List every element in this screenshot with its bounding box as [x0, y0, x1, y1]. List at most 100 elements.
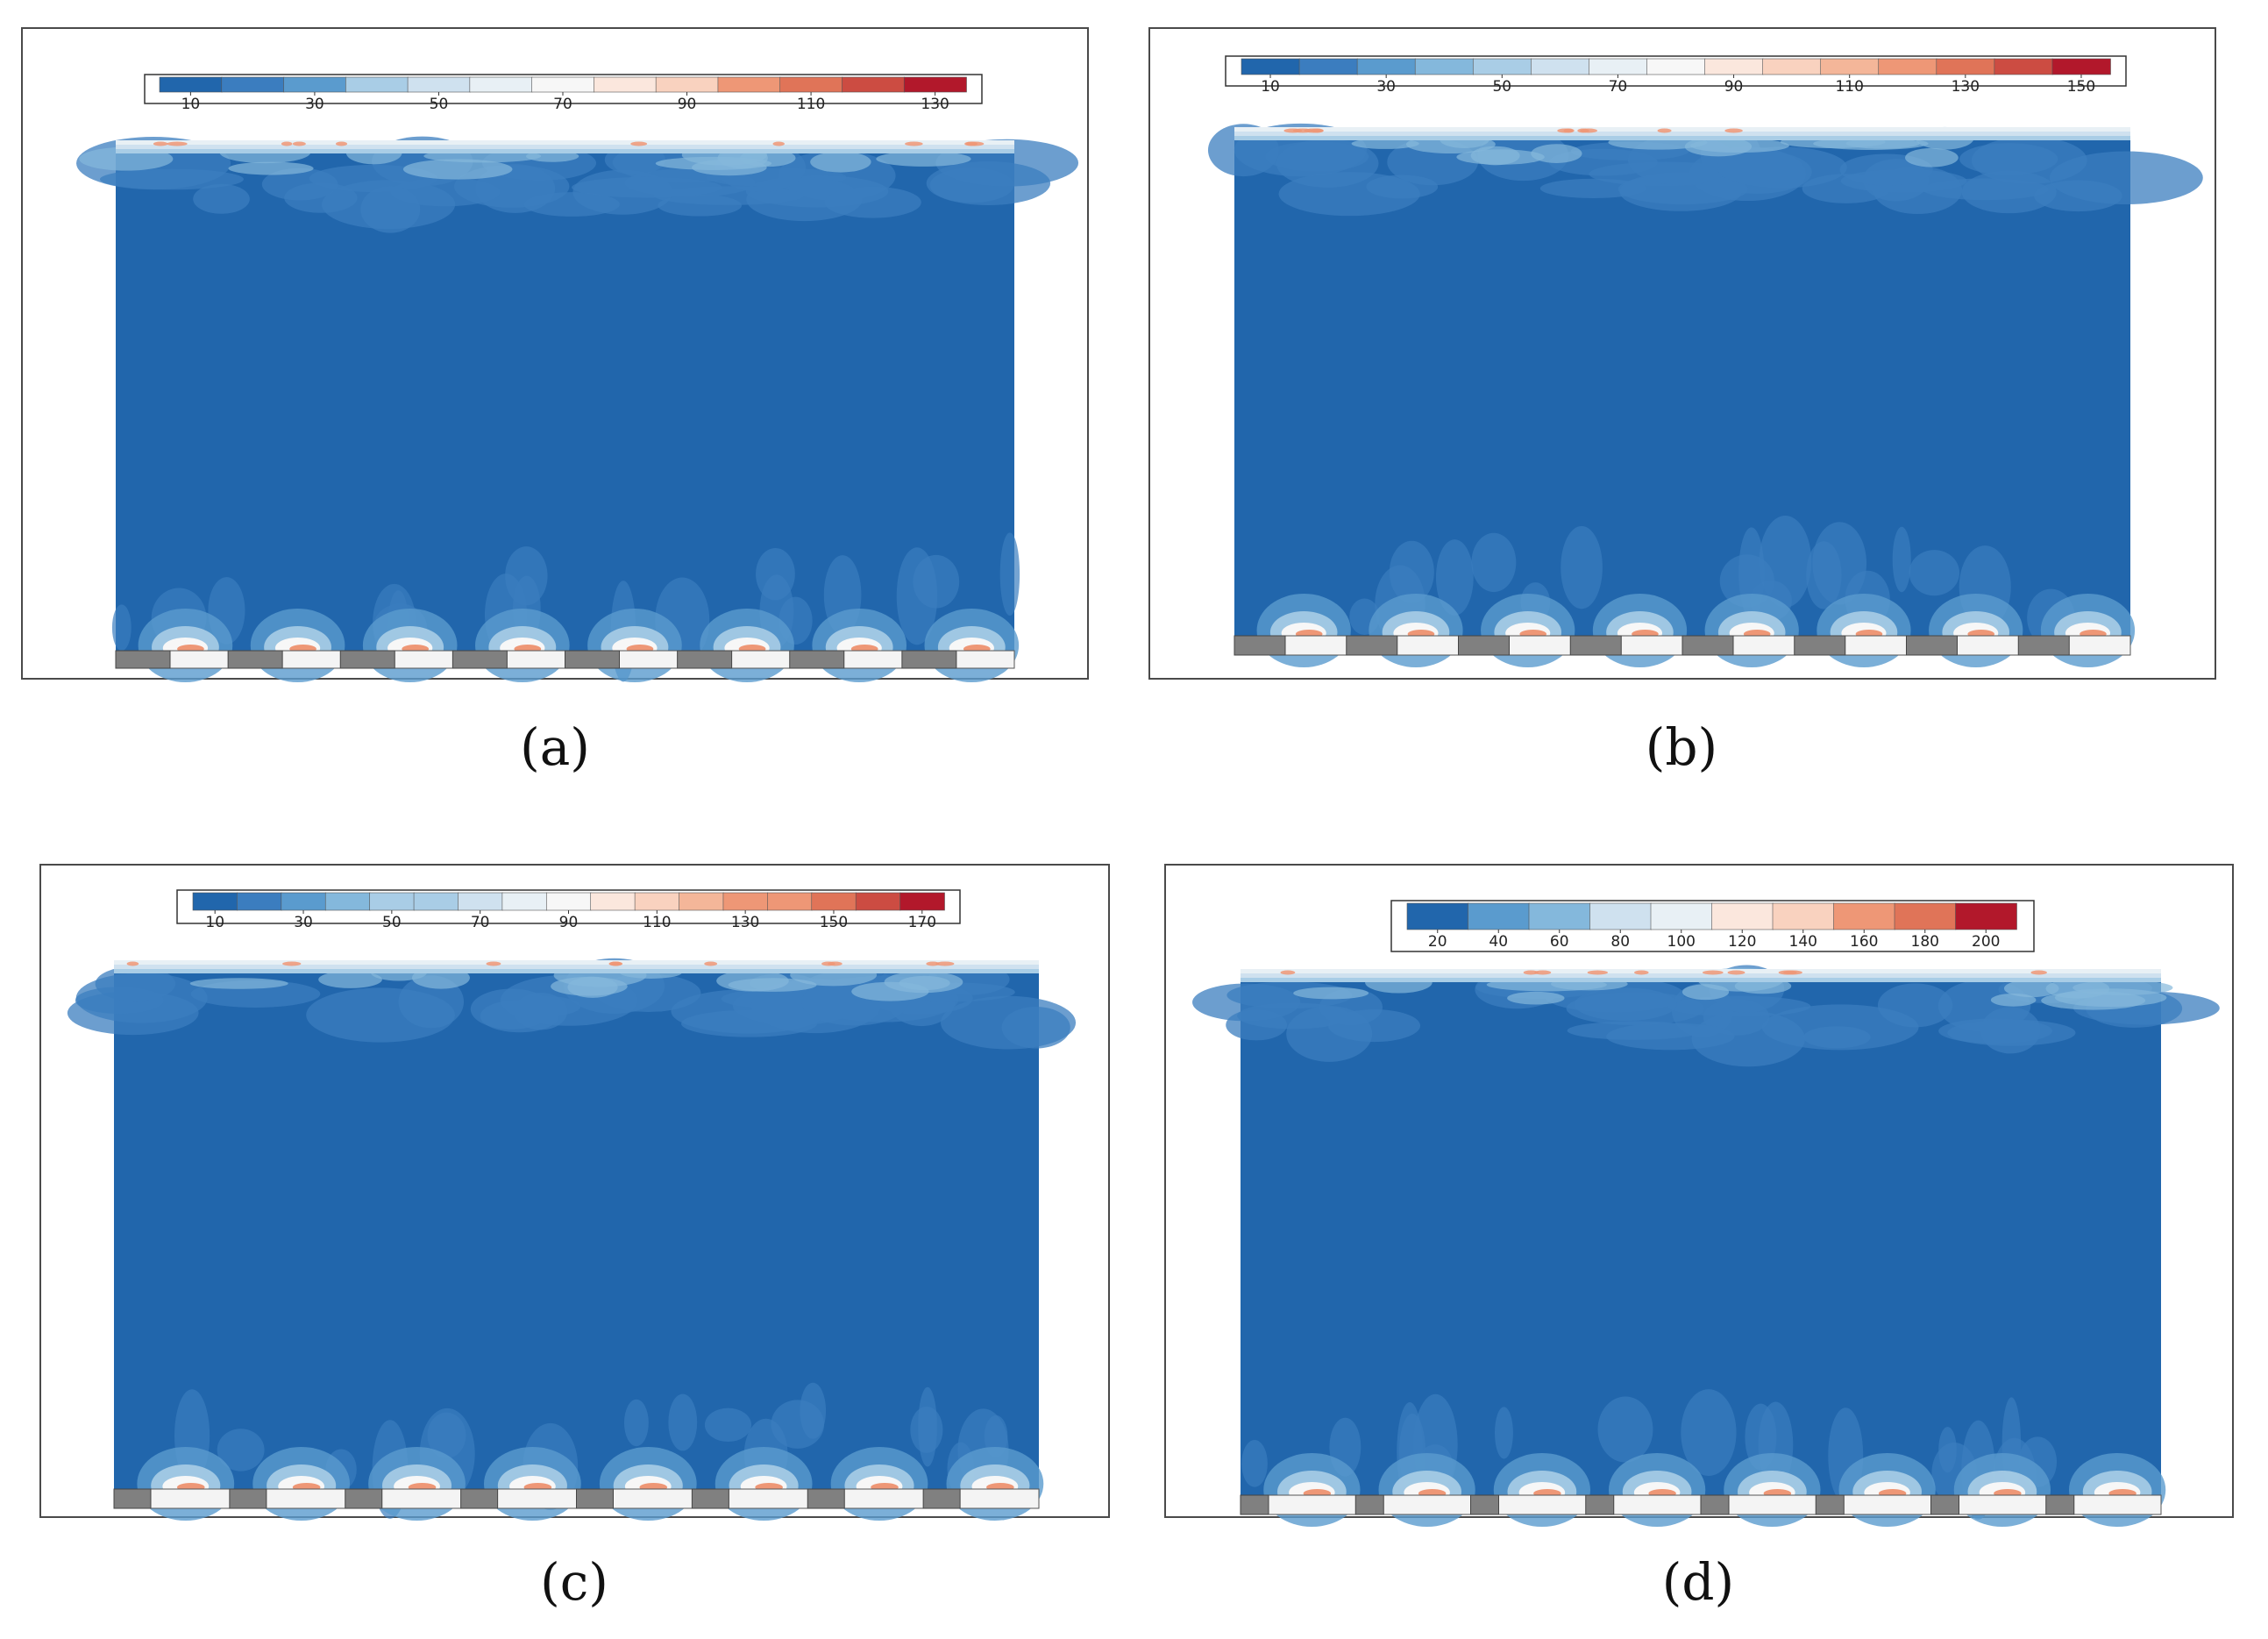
colorbar-tick-label: 30 [1376, 78, 1396, 96]
contour-blob [918, 1386, 937, 1467]
obstacle-block [229, 1488, 267, 1509]
colorbar-tick-label: 200 [1972, 933, 2000, 951]
contour-hotspot [1283, 128, 1303, 133]
panel-d-caption: (d) [1661, 1552, 1735, 1612]
contour-hotspot [926, 961, 940, 966]
contour-hotspot [1523, 970, 1539, 975]
obstacle-block [1234, 635, 1286, 656]
contour-blob [623, 1399, 649, 1447]
contour-blob [1471, 532, 1517, 593]
contour-blob [95, 966, 176, 1001]
colorbar-tick-label: 120 [1728, 933, 1756, 951]
contour-hotspot [772, 141, 785, 146]
contour-hotspot [1657, 128, 1672, 133]
obstacle-block [691, 1488, 729, 1509]
colorbar-tick-label: 110 [1835, 78, 1863, 96]
contour-blob [896, 547, 938, 645]
colorbar-tick-label: 70 [471, 914, 490, 931]
colorbar-swatch [1955, 902, 2017, 930]
colorbar-swatch [1833, 902, 1895, 930]
contour-top-band [1234, 132, 2130, 136]
contour-blob [1293, 987, 1369, 1000]
colorbar-tick-label: 10 [1261, 78, 1280, 96]
colorbar-tick-label: 10 [181, 96, 201, 113]
colorbar-tick-label: 50 [1492, 78, 1511, 96]
colorbar-tick-label: 90 [678, 96, 697, 113]
obstacle-block [789, 650, 845, 669]
obstacle-block [807, 1488, 845, 1509]
contour-blob [800, 1382, 827, 1439]
contour-blob [551, 976, 628, 996]
contour-hotspot [935, 961, 955, 966]
contour-hotspot [965, 141, 985, 146]
obstacle-block [1354, 1494, 1384, 1515]
obstacle-block [1906, 635, 1958, 656]
contour-blob [228, 161, 314, 175]
contour-hotspot [1534, 970, 1552, 975]
contour-blob [1905, 147, 1959, 167]
colorbar-tick-label: 160 [1850, 933, 1878, 951]
contour-hotspot [1724, 128, 1743, 133]
obstacle-block [1585, 1494, 1615, 1515]
contour-hotspot [1563, 128, 1575, 133]
contour-hotspot [1304, 128, 1324, 133]
contour-hotspot [126, 961, 139, 966]
obstacle-block [1470, 1494, 1499, 1515]
contour-blob [1366, 175, 1439, 199]
contour-hotspot [1580, 128, 1597, 133]
contour-blob [318, 971, 382, 988]
contour-blob [1717, 146, 1847, 189]
contour-blob [1286, 1006, 1373, 1062]
obstacle-block [1794, 635, 1846, 656]
colorbar-tick-label: 130 [1952, 78, 1980, 96]
contour-hotspot [630, 141, 648, 146]
contour-hotspot [335, 141, 348, 146]
contour-hotspot [282, 961, 302, 966]
contour-blob [655, 156, 772, 170]
contour-blob [398, 975, 465, 1029]
colorbar-tick-label: 40 [1489, 933, 1508, 951]
colorbar-swatch [1406, 902, 1469, 930]
colorbar-swatch [1468, 902, 1530, 930]
contour-blob [728, 978, 817, 992]
contour-blob [111, 604, 132, 651]
colorbar-tick-label: 150 [2067, 78, 2095, 96]
colorbar-tick-label: 100 [1667, 933, 1696, 951]
contour-blob [1959, 143, 2058, 175]
contour-blob [1803, 1026, 1871, 1049]
panel-b-caption: (b) [1645, 717, 1718, 777]
colorbar-tick-label: 110 [643, 914, 671, 931]
contour-blob [1435, 539, 1474, 616]
obstacle-block [345, 1488, 383, 1509]
contour-blob [1681, 1389, 1737, 1476]
obstacle-block [1681, 635, 1734, 656]
contour-blob [189, 978, 288, 989]
colorbar-tick-label: 90 [1724, 78, 1744, 96]
obstacle-block [922, 1488, 961, 1509]
colorbar-swatch [1772, 902, 1835, 930]
contour-blob [217, 1429, 265, 1472]
contour-blob [1470, 146, 1520, 166]
contour-top-band [114, 965, 1039, 969]
contour-hotspot [1634, 970, 1649, 975]
colorbar-swatch [1650, 902, 1713, 930]
contour-blob [1719, 554, 1774, 608]
obstacle-block [1346, 635, 1398, 656]
contour-top-band [1241, 973, 2161, 978]
contour-blob [1561, 525, 1603, 609]
contour-blob [1494, 1407, 1513, 1459]
contour-blob [824, 186, 921, 218]
contour-hotspot [608, 961, 623, 966]
contour-blob [1531, 144, 1582, 163]
obstacle-block [115, 650, 171, 669]
contour-blob [402, 159, 513, 180]
colorbar-tick-label: 110 [797, 96, 825, 113]
colorbar-swatch [1528, 902, 1591, 930]
contour-blob [1909, 550, 1960, 596]
colorbar-tick-label: 140 [1789, 933, 1817, 951]
colorbar-tick-label: 30 [294, 914, 313, 931]
contour-blob [1389, 540, 1434, 603]
